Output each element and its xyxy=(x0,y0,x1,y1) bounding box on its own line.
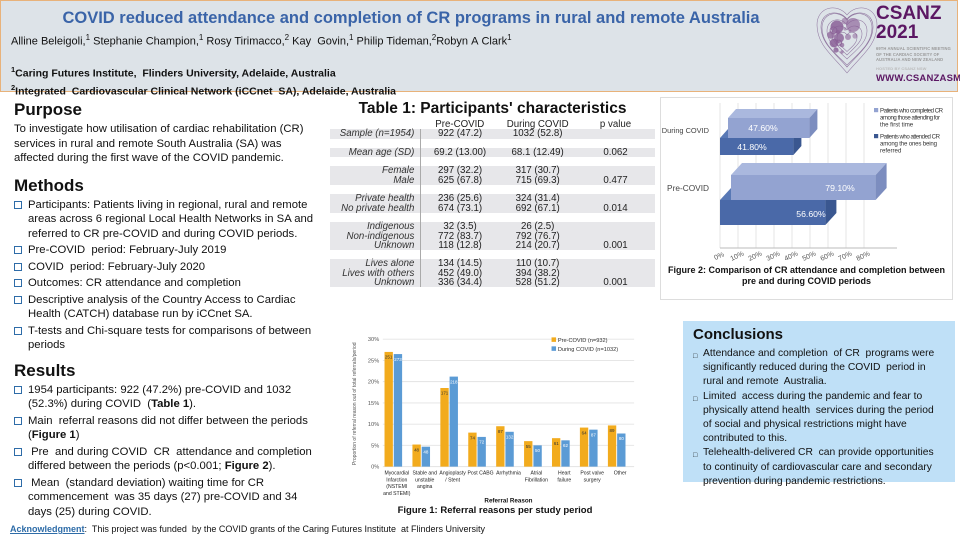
svg-text:Fibrillation: Fibrillation xyxy=(525,477,548,483)
svg-text:251: 251 xyxy=(385,355,393,360)
svg-text:273: 273 xyxy=(394,357,402,362)
svg-text:referred: referred xyxy=(880,148,901,155)
svg-text:Pre-COVID (n=932): Pre-COVID (n=932) xyxy=(558,338,608,344)
svg-text:Other: Other xyxy=(614,471,627,477)
svg-text:64: 64 xyxy=(582,430,587,435)
svg-text:the first time: the first time xyxy=(880,122,914,129)
svg-text:80%: 80% xyxy=(856,251,872,263)
svg-text:48: 48 xyxy=(414,447,419,452)
svg-text:Pre-COVID: Pre-COVID xyxy=(667,183,709,193)
svg-text:56.60%: 56.60% xyxy=(796,209,826,219)
svg-text:79.10%: 79.10% xyxy=(825,183,855,193)
svg-text:surgery: surgery xyxy=(584,477,601,483)
svg-text:87: 87 xyxy=(591,432,596,437)
svg-text:132: 132 xyxy=(506,435,514,440)
svg-text:Atrial: Atrial xyxy=(531,471,543,477)
svg-text:70%: 70% xyxy=(838,251,854,263)
svg-text:among those attending for: among those attending for xyxy=(880,115,940,122)
svg-text:74: 74 xyxy=(470,435,475,440)
svg-text:0%: 0% xyxy=(371,465,379,471)
svg-text:5%: 5% xyxy=(371,443,379,449)
svg-text:Patients who attended CR: Patients who attended CR xyxy=(880,134,941,141)
svg-text:Myocardial: Myocardial xyxy=(384,471,409,477)
svg-text:Patients who completed CR: Patients who completed CR xyxy=(880,108,944,115)
svg-text:15%: 15% xyxy=(368,401,379,407)
svg-text:25%: 25% xyxy=(368,359,379,365)
svg-text:Proportion of referral reason: Proportion of referral reason out of tot… xyxy=(352,342,358,465)
svg-text:0%: 0% xyxy=(713,251,725,262)
svg-text:218: 218 xyxy=(450,379,458,384)
svg-text:Referral Reason: Referral Reason xyxy=(484,498,532,505)
svg-text:62: 62 xyxy=(563,443,568,448)
svg-text:171: 171 xyxy=(441,391,449,396)
svg-text:48: 48 xyxy=(423,449,428,454)
svg-text:41.80%: 41.80% xyxy=(737,142,767,152)
svg-text:87: 87 xyxy=(498,429,503,434)
svg-text:60%: 60% xyxy=(820,251,836,263)
svg-text:20%: 20% xyxy=(748,251,764,263)
svg-text:50%: 50% xyxy=(802,251,818,263)
svg-text:failure: failure xyxy=(557,477,571,483)
svg-text:angina: angina xyxy=(417,484,433,490)
svg-text:80: 80 xyxy=(619,436,624,441)
svg-text:(NSTEMI: (NSTEMI xyxy=(386,484,407,490)
svg-text:10%: 10% xyxy=(368,422,379,428)
svg-text:10%: 10% xyxy=(730,251,746,263)
svg-text:/ Stent: / Stent xyxy=(445,477,460,483)
svg-text:During COVID (n=1032): During COVID (n=1032) xyxy=(558,347,618,353)
svg-text:Post CABG: Post CABG xyxy=(467,471,493,477)
svg-text:47.60%: 47.60% xyxy=(748,123,778,133)
svg-text:Post valve: Post valve xyxy=(580,471,604,477)
svg-text:and STEMI): and STEMI) xyxy=(383,491,411,497)
svg-text:Heart: Heart xyxy=(558,471,571,477)
svg-text:Angioplasty: Angioplasty xyxy=(439,471,466,477)
svg-text:among the ones being: among the ones being xyxy=(880,141,937,148)
svg-text:72: 72 xyxy=(479,440,484,445)
svg-text:50: 50 xyxy=(535,448,540,453)
svg-text:30%: 30% xyxy=(766,251,782,263)
svg-text:20%: 20% xyxy=(368,380,379,386)
svg-text:unstable: unstable xyxy=(415,477,434,483)
svg-text:55: 55 xyxy=(526,444,531,449)
svg-text:Arrhythmia: Arrhythmia xyxy=(496,471,521,477)
svg-text:61: 61 xyxy=(554,441,559,446)
svg-text:During COVID: During COVID xyxy=(662,126,709,135)
svg-text:Stable and: Stable and xyxy=(413,471,438,477)
svg-text:40%: 40% xyxy=(784,251,800,263)
svg-text:30%: 30% xyxy=(368,337,379,343)
svg-text:89: 89 xyxy=(610,428,615,433)
svg-text:Infarction: Infarction xyxy=(386,477,407,483)
